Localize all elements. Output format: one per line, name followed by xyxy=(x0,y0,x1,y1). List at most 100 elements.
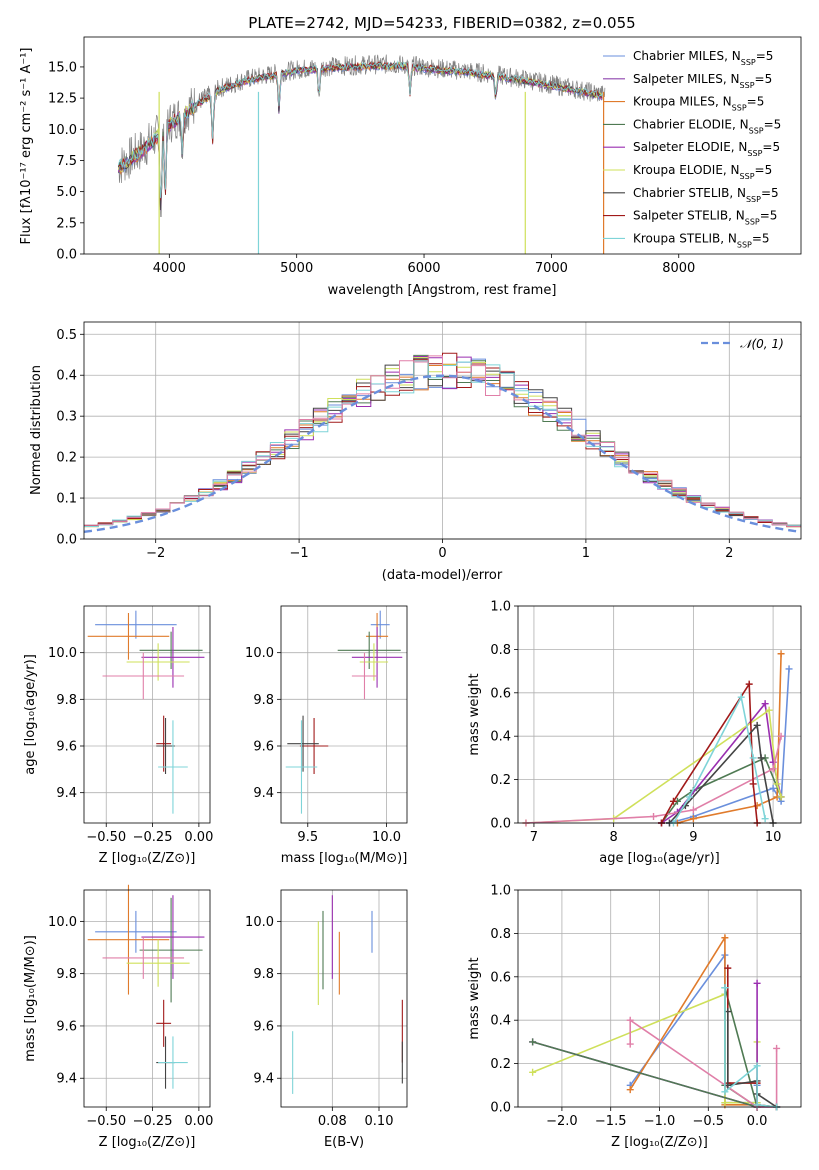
y-tick-label: 0.4 xyxy=(490,730,511,745)
mass-weight-point xyxy=(737,693,745,701)
axes-group: 0.08 0.10 9.4 9.6 9.8 10.0 xyxy=(245,890,407,1129)
legend-label: Salpeter MILES, NSSP=5 xyxy=(633,72,772,90)
mass-weight-point xyxy=(721,934,729,942)
spectrum-xlabel: wavelength [Angstrom, rest frame] xyxy=(328,283,557,298)
x-tick-label: 9 xyxy=(689,830,697,845)
mass-weight-point xyxy=(749,754,757,762)
panel-frame xyxy=(280,605,408,824)
mass-weight-point xyxy=(773,1044,781,1052)
x-tick-label: 5000 xyxy=(280,261,313,276)
mass-weight-point xyxy=(529,1038,537,1046)
panel-frame xyxy=(83,889,211,1108)
mass-weight-point xyxy=(773,780,781,788)
y-tick-label: 0.4 xyxy=(56,369,77,384)
x-axis-label: Z [log₁₀(Z/Z⊙)] xyxy=(99,1135,196,1150)
y-tick-label: 9.6 xyxy=(56,1019,77,1034)
x-axis-label: age [log₁₀(age/yr)] xyxy=(599,851,720,866)
x-tick-label: 0.0 xyxy=(747,1114,768,1129)
x-tick-label: 0.08 xyxy=(318,1114,347,1129)
mass-weight-point xyxy=(769,784,777,792)
y-tick-label: 0.1 xyxy=(56,492,77,507)
y-tick-label: 1.0 xyxy=(490,884,511,899)
axes-group: −2.0 −1.5 −1.0 −0.5 0.0 0.0 0.2 0.4 0.6 0.8 1.0 xyxy=(490,884,801,1129)
mass-weight-series-line xyxy=(724,987,777,1108)
legend-label: Chabrier STELIB, NSSP=5 xyxy=(633,186,779,204)
y-tick-label: 0.8 xyxy=(490,643,511,658)
y-tick-label: 15.0 xyxy=(48,60,77,75)
y-tick-label: 1.0 xyxy=(490,600,511,615)
mass-weight-point xyxy=(669,797,677,805)
axes-group: 9.5 10.0 9.4 9.6 9.8 10.0 xyxy=(245,606,407,845)
mass-weight-point xyxy=(745,680,753,688)
model-spectrum-line xyxy=(118,61,603,207)
axes-group: −0.50 −0.25 0.00 9.4 9.6 9.8 10.0 xyxy=(48,606,213,845)
mass-weight-point xyxy=(626,1040,634,1048)
panel-frame xyxy=(517,605,802,824)
legend-label: Salpeter STELIB, NSSP=5 xyxy=(633,209,777,227)
mass-weight-point xyxy=(650,812,658,820)
mass-weight-point xyxy=(785,665,793,673)
age-vs-mass-panel: 9.5 10.0 9.4 9.6 9.8 10.0 mass [log₁₀(M/M⊙)] xyxy=(245,605,408,866)
y-tick-label: 10.0 xyxy=(245,915,274,930)
x-tick-label: −1 xyxy=(290,546,309,561)
y-tick-label: 0.5 xyxy=(56,328,77,343)
x-axis-label: Z [log₁₀(Z/Z⊙)] xyxy=(99,851,196,866)
x-tick-label: 10.0 xyxy=(372,830,401,845)
x-tick-label: 6000 xyxy=(407,261,440,276)
mass-weight-point xyxy=(724,964,732,972)
x-tick-label: 0.10 xyxy=(365,1114,394,1129)
y-tick-label: 0.0 xyxy=(490,817,511,832)
y-tick-label: 9.4 xyxy=(56,1072,77,1087)
x-tick-label: 0.00 xyxy=(184,1114,213,1129)
mass-vs-metallicity-panel: −0.50 −0.25 0.00 9.4 9.6 9.8 10.0 Z [log₁₀(Z/Z⊙… xyxy=(23,884,213,1150)
age-vs-metallicity-panel: −0.50 −0.25 0.00 9.4 9.6 9.8 10.0 Z [log₁₀(Z/Z⊙… xyxy=(23,605,213,866)
y-tick-label: 9.6 xyxy=(253,740,274,755)
y-tick-label: 9.6 xyxy=(253,1019,274,1034)
mass-weight-point xyxy=(777,793,785,801)
y-tick-label: 9.4 xyxy=(253,1072,274,1087)
mass-weight-point xyxy=(721,1099,729,1107)
y-tick-label: 5.0 xyxy=(56,185,77,200)
residual-histogram-panel: −2 −1 0 1 2 0.0 0.1 0.2 0.3 0.4 0.5 𝒩(0, 1) (data-… xyxy=(29,321,802,583)
mass-weight-point xyxy=(749,780,757,788)
mass-weight-point xyxy=(626,1086,634,1094)
histogram-ylabel: Normed distribution xyxy=(29,365,44,495)
x-tick-label: 7000 xyxy=(535,261,568,276)
x-tick-label: 2 xyxy=(725,546,733,561)
mass-weight-point xyxy=(529,1068,537,1076)
histogram-legend: 𝒩(0, 1) xyxy=(701,337,784,351)
mass-weight-series-line xyxy=(525,708,782,824)
x-tick-label: −0.25 xyxy=(133,1114,173,1129)
y-tick-label: 9.8 xyxy=(56,693,77,708)
model-spectrum-line xyxy=(117,63,603,201)
spectrum-legend: Chabrier MILES, NSSP=5 Salpeter MILES, NS… xyxy=(603,49,781,249)
model-spectrum-line xyxy=(117,62,603,211)
mass-weight-point xyxy=(685,793,693,801)
legend-label: Salpeter ELODIE, NSSP=5 xyxy=(633,140,780,158)
legend-label: Kroupa ELODIE, NSSP=5 xyxy=(633,163,772,181)
x-tick-label: 4000 xyxy=(153,261,186,276)
histogram-xlabel: (data-model)/error xyxy=(382,568,503,583)
y-tick-label: 0.0 xyxy=(56,248,77,263)
mass-weight-point xyxy=(753,979,761,987)
mass-weight-point xyxy=(626,1016,634,1024)
y-axis-label: age [log₁₀(age/yr)] xyxy=(23,654,38,775)
axes-group: −0.50 −0.25 0.00 9.4 9.6 9.8 10.0 xyxy=(48,890,213,1129)
x-tick-label: −0.50 xyxy=(86,830,126,845)
mass-weight-point xyxy=(769,765,777,773)
mass-weight-vs-metallicity-panel: −2.0 −1.5 −1.0 −0.5 0.0 0.0 0.2 0.4 0.6 0.8 1.0 Z [… xyxy=(467,884,802,1150)
x-tick-label: −0.25 xyxy=(133,830,173,845)
mass-weight-vs-age-panel: 7 8 9 10 0.0 0.2 0.4 0.6 0.8 1.0 age [log₁₀(age/yr… xyxy=(467,600,802,866)
y-tick-label: 0.8 xyxy=(490,927,511,942)
y-tick-label: 0.0 xyxy=(56,533,77,548)
y-tick-label: 9.8 xyxy=(56,967,77,982)
x-axis-label: E(B-V) xyxy=(324,1135,364,1150)
y-tick-label: 9.4 xyxy=(253,786,274,801)
y-tick-label: 0.2 xyxy=(490,1057,511,1072)
mass-weight-point xyxy=(757,754,765,762)
x-tick-label: −2 xyxy=(146,546,165,561)
histogram-frame xyxy=(83,321,802,540)
y-tick-label: 10.0 xyxy=(48,123,77,138)
histogram-step-line xyxy=(84,355,801,527)
y-tick-label: 0.6 xyxy=(490,686,511,701)
